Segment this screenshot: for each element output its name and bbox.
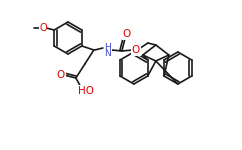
Text: N: N: [105, 50, 111, 58]
Text: O: O: [123, 29, 131, 39]
Text: O: O: [57, 70, 65, 80]
Text: O: O: [132, 45, 140, 55]
Text: O: O: [39, 23, 47, 33]
Text: H: H: [105, 44, 111, 52]
Text: HO: HO: [78, 86, 94, 96]
